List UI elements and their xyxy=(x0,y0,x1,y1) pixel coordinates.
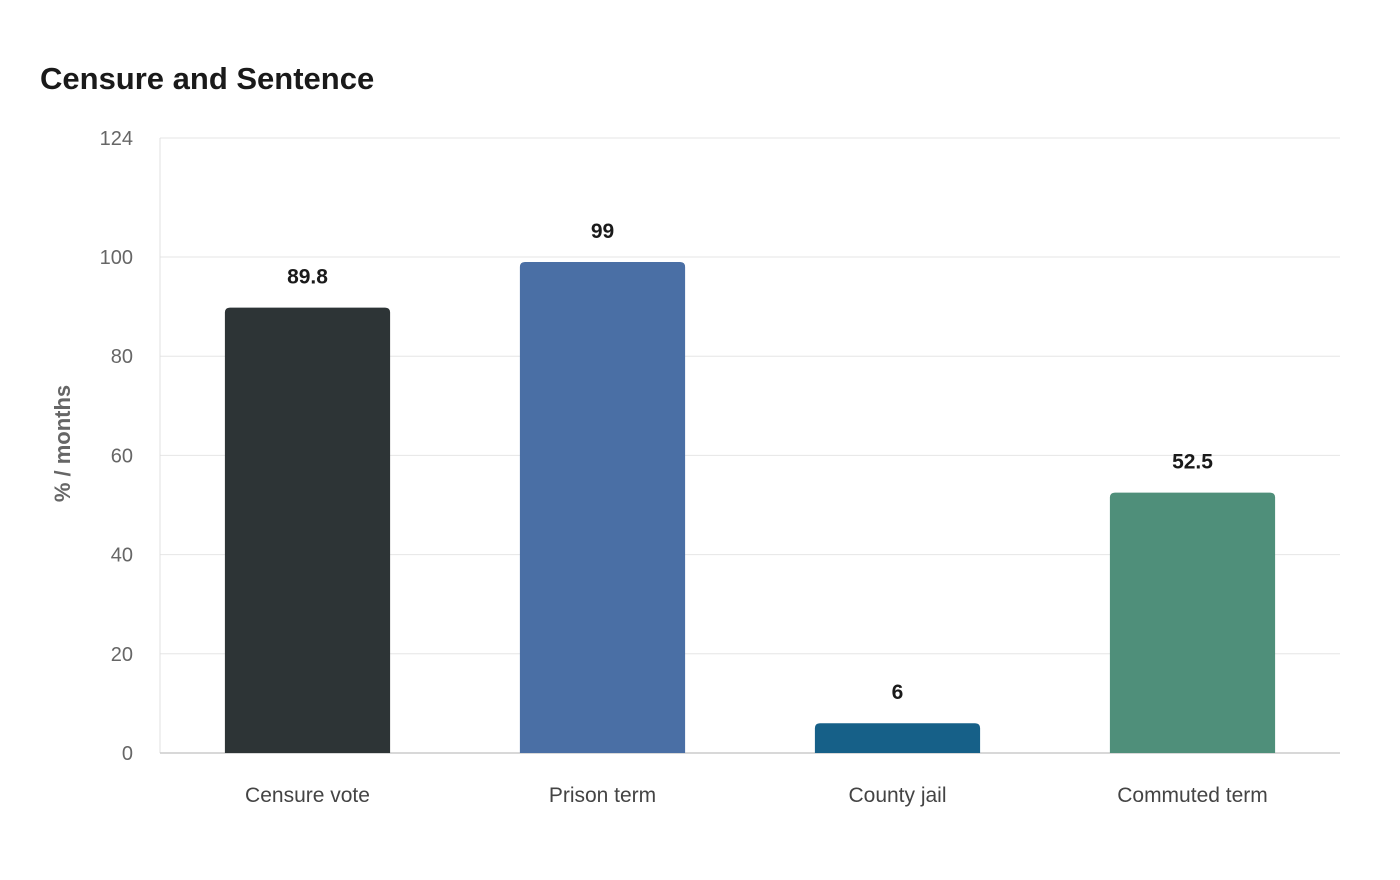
bar xyxy=(1109,492,1276,753)
x-tick-label: Prison term xyxy=(549,784,656,807)
bar-value-label: 52.5 xyxy=(1172,451,1213,474)
y-axis-title: % / months xyxy=(50,385,75,502)
x-tick-label: County jail xyxy=(848,784,946,807)
labels: 0 20 40 60 80 100 124 89.8 Censure vote 99 Prison … xyxy=(100,128,1268,807)
bars xyxy=(224,261,1276,753)
y-tick-label: 20 xyxy=(111,644,133,666)
bar xyxy=(224,307,391,753)
y-tick-label: 60 xyxy=(111,445,133,467)
x-tick-label: Censure vote xyxy=(245,784,370,807)
y-tick-label: 80 xyxy=(111,346,133,368)
y-tick-label: 100 xyxy=(100,247,133,269)
y-tick-label: 40 xyxy=(111,545,133,567)
bar xyxy=(814,723,981,753)
bar-value-label: 6 xyxy=(892,681,904,704)
y-tick-label: 124 xyxy=(100,128,133,150)
bar xyxy=(519,261,686,753)
bar-value-label: 99 xyxy=(591,220,614,243)
y-tick-label: 0 xyxy=(122,743,133,765)
bar-value-label: 89.8 xyxy=(287,266,328,289)
chart-title: Censure and Sentence xyxy=(40,61,375,96)
x-tick-label: Commuted term xyxy=(1117,784,1268,807)
